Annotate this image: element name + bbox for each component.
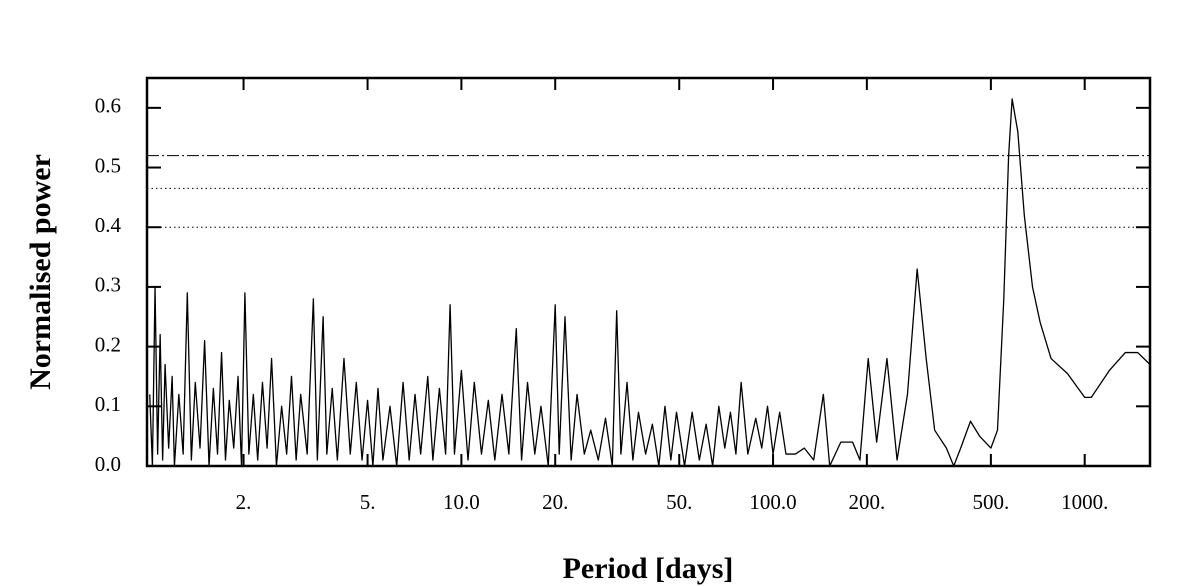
x-tick-label: 500.: [973, 490, 1010, 514]
x-tick-label: 10.0: [443, 490, 480, 514]
y-tick-label: 0.3: [95, 273, 121, 297]
x-tick-label: 20.: [542, 490, 568, 514]
y-tick-label: 0.5: [95, 153, 121, 177]
y-tick-label: 0.6: [95, 94, 121, 118]
y-tick-label: 0.4: [95, 213, 122, 237]
y-tick-label: 0.0: [95, 452, 121, 476]
x-tick-label: 2.: [236, 490, 252, 514]
x-tick-label: 5.: [360, 490, 376, 514]
y-axis-title: Normalised power: [24, 154, 57, 390]
x-tick-label: 50.: [666, 490, 692, 514]
y-tick-label: 0.2: [95, 332, 121, 356]
power-line: [149, 98, 1150, 466]
x-axis-title: Period [days]: [563, 552, 734, 585]
x-tick-label: 200.: [848, 490, 885, 514]
x-tick-label: 1000.: [1061, 490, 1108, 514]
plot-frame: [145, 76, 1152, 468]
x-tick-label: 100.0: [749, 490, 796, 514]
y-tick-label: 0.1: [95, 392, 121, 416]
